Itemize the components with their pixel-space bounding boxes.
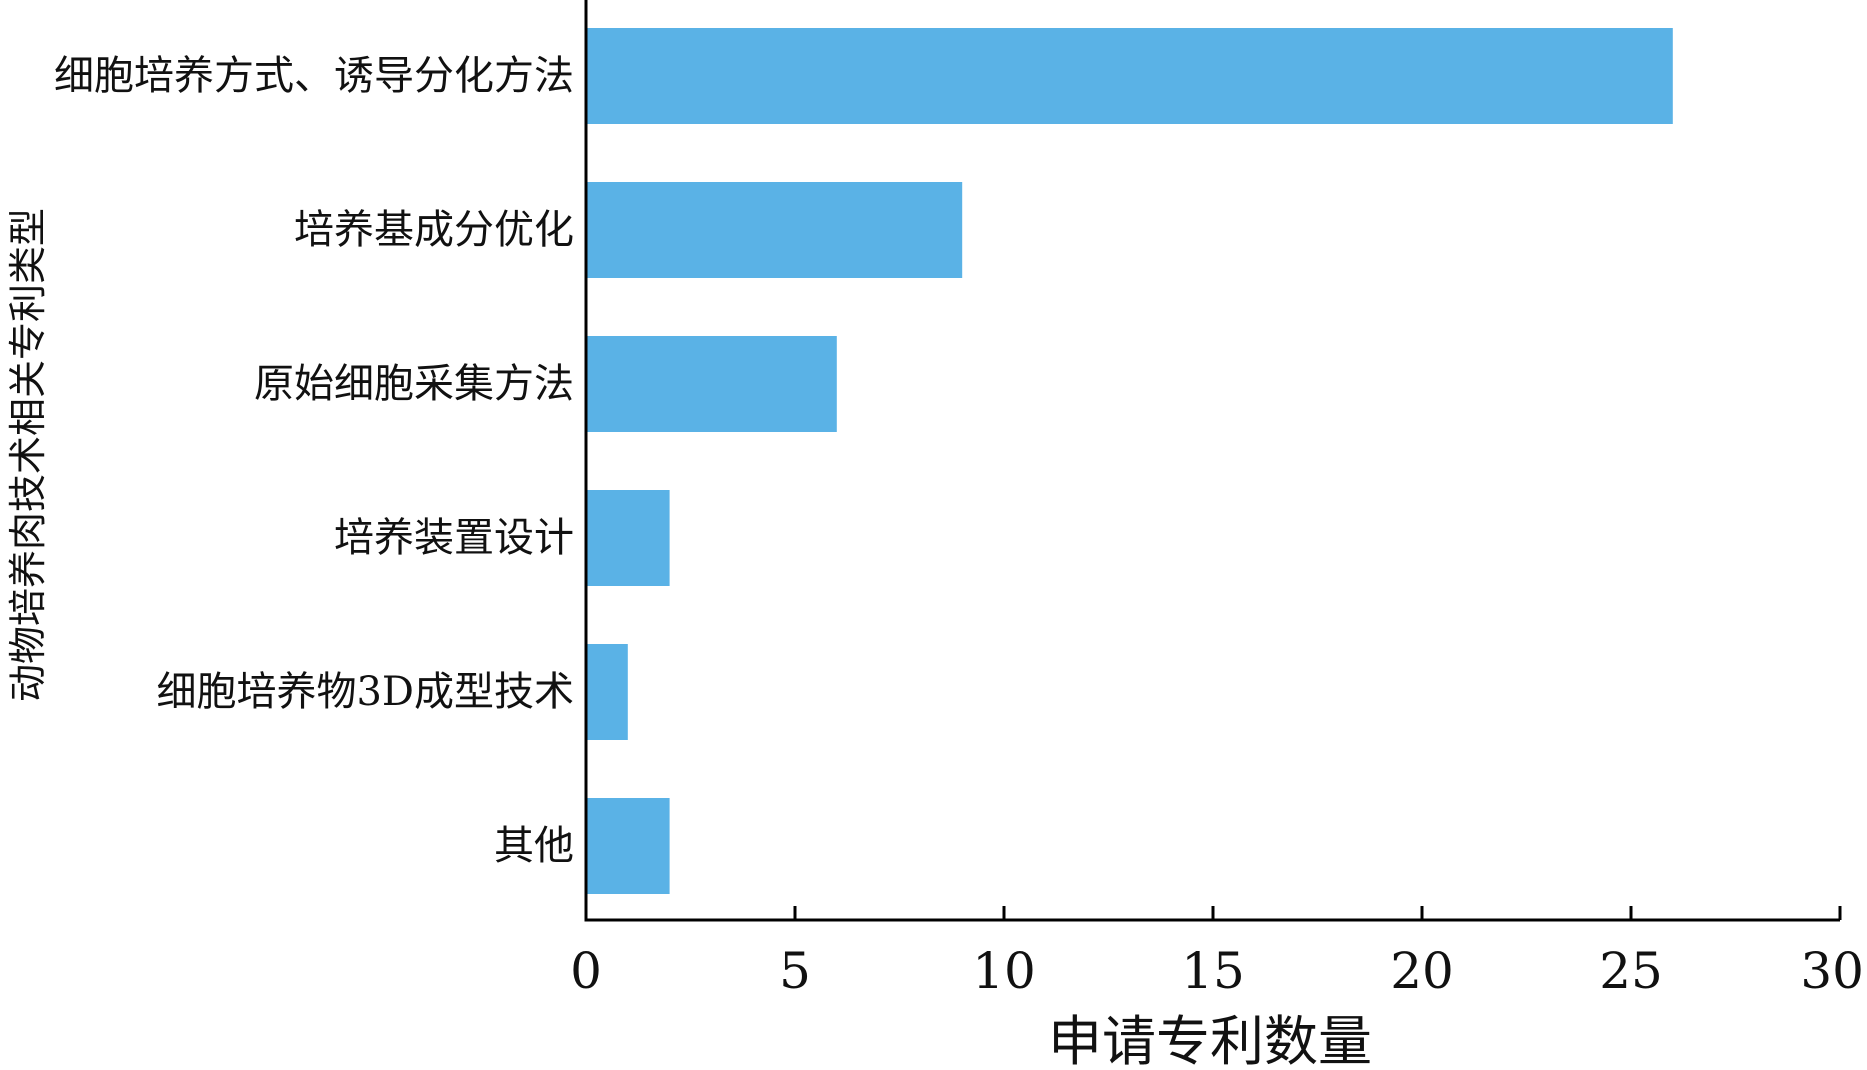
bar-5	[586, 798, 670, 894]
bar-3	[586, 490, 670, 586]
x-tick-label-5: 25	[1599, 942, 1663, 1000]
bar-2	[586, 336, 837, 432]
category-labels-group: 细胞培养方式、诱导分化方法培养基成分优化原始细胞采集方法培养装置设计细胞培养物3…	[54, 53, 574, 869]
y-axis-title: 动物培养肉技术相关专利类型	[6, 208, 50, 702]
x-axis-title: 申请专利数量	[1048, 1010, 1372, 1070]
category-label-4: 细胞培养物3D成型技术	[156, 669, 574, 715]
x-tick-label-1: 5	[779, 942, 811, 1000]
x-tick-label-3: 15	[1181, 942, 1245, 1000]
category-label-3: 培养装置设计	[334, 515, 574, 561]
bar-0	[586, 28, 1673, 124]
category-label-5: 其他	[494, 823, 574, 869]
bar-4	[586, 644, 628, 740]
category-label-0: 细胞培养方式、诱导分化方法	[54, 53, 574, 99]
bar-1	[586, 182, 963, 278]
category-label-1: 培养基成分优化	[294, 207, 574, 253]
x-tick-label-0: 0	[570, 942, 602, 1000]
bars-group	[586, 28, 1673, 894]
x-tick-label-2: 10	[972, 942, 1036, 1000]
x-tick-label-4: 20	[1390, 942, 1454, 1000]
category-label-2: 原始细胞采集方法	[254, 361, 574, 407]
x-ticks-group: 0 5 10 15 20 25 30	[570, 906, 1864, 1000]
x-tick-label-6: 30	[1800, 942, 1864, 1000]
